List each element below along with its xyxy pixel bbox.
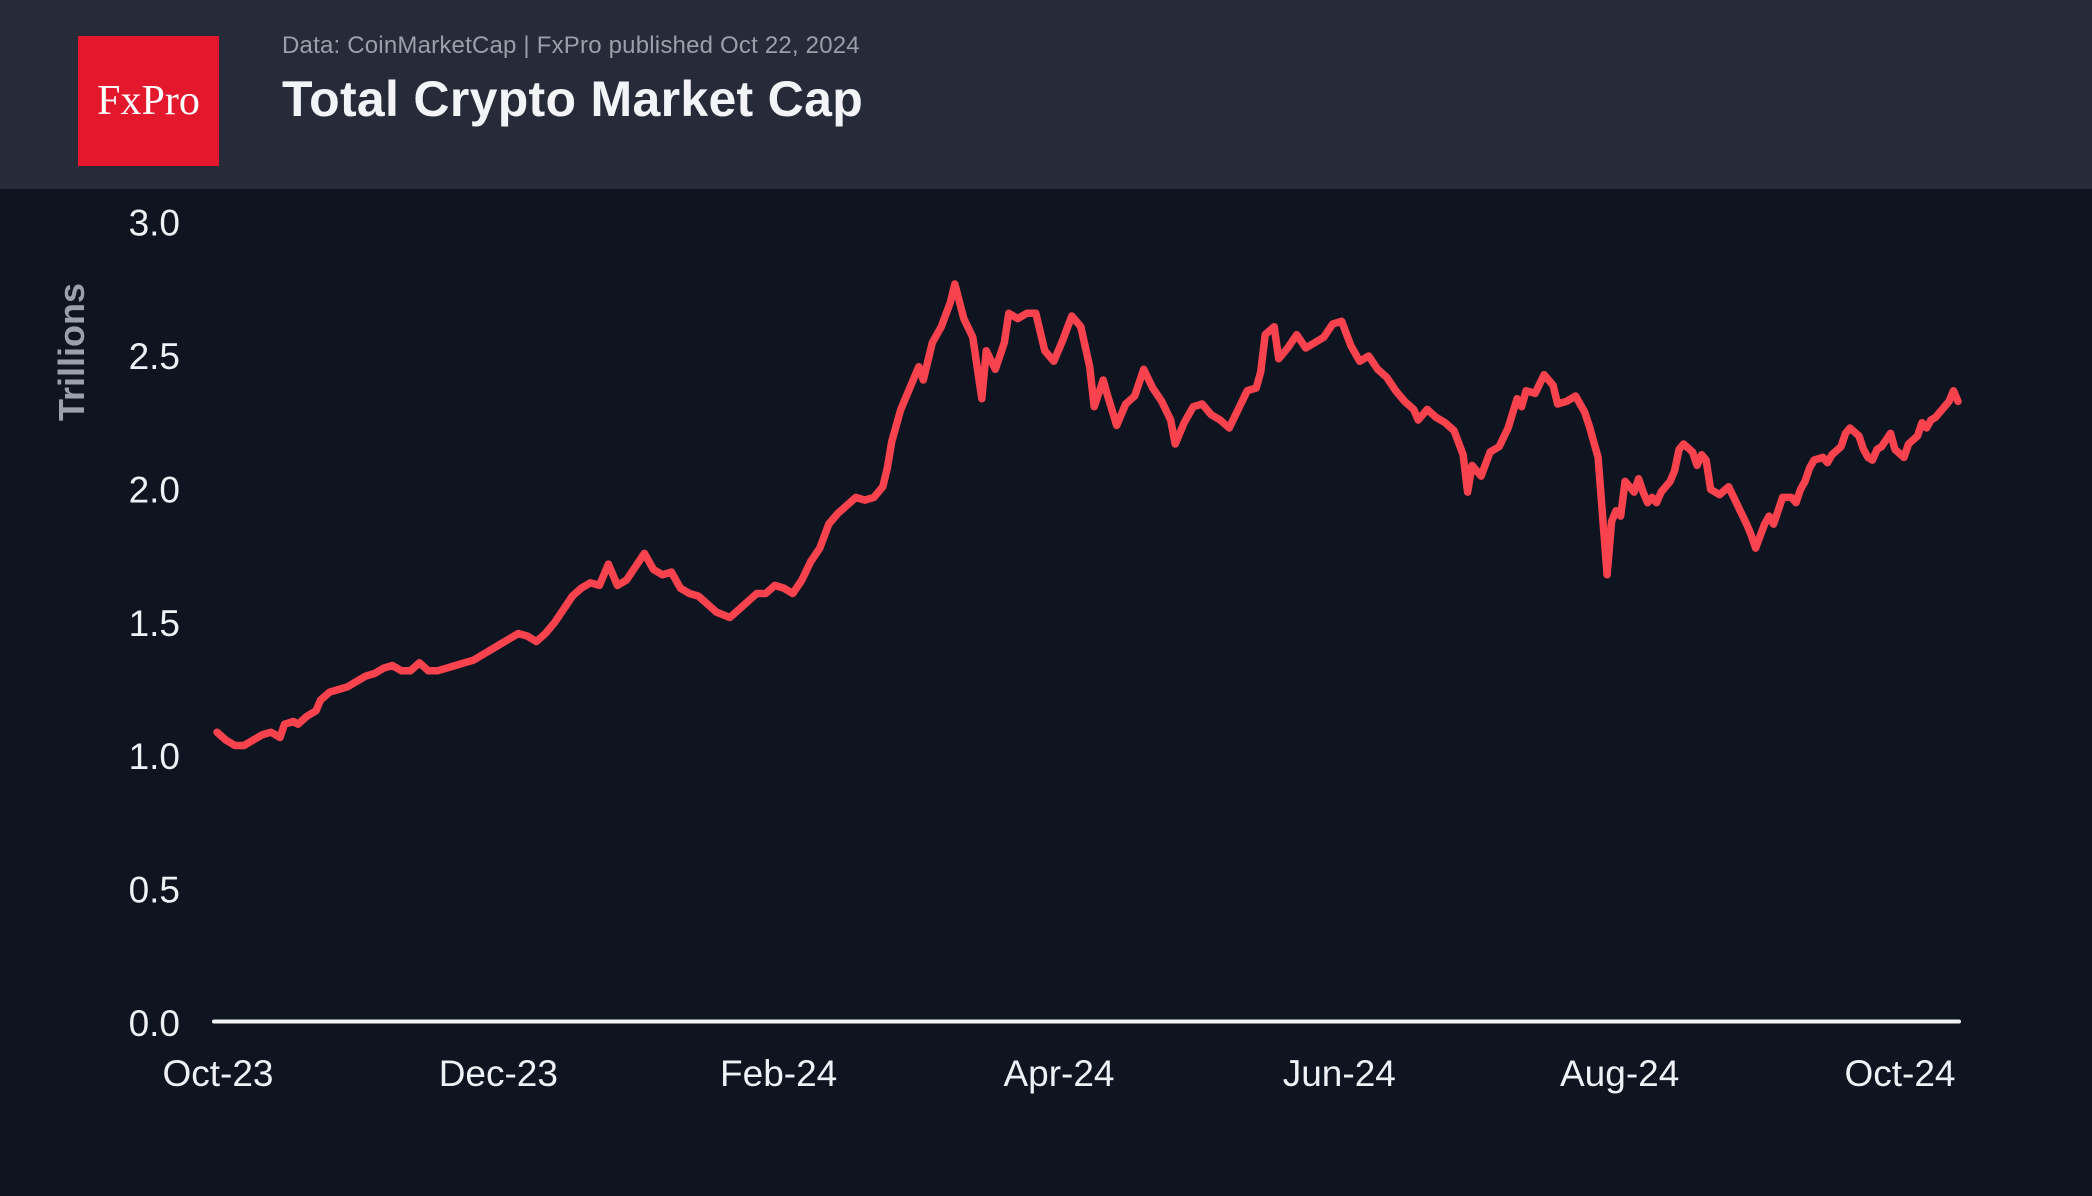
x-tick-label: Jun-24 (1283, 1053, 1396, 1094)
y-tick-label: 3.0 (129, 203, 180, 244)
y-tick-label: 0.0 (129, 1003, 180, 1044)
x-axis-tick-labels: Oct-23 Dec-23 Feb-24 Apr-24 Jun-24 Aug-24 Oct-… (162, 1053, 1955, 1094)
y-axis-tick-labels: 0.0 0.5 1.0 1.5 2.0 2.5 3.0 (129, 203, 180, 1044)
x-tick-label: Dec-23 (439, 1053, 558, 1094)
x-tick-label: Feb-24 (720, 1053, 837, 1094)
y-tick-label: 2.0 (129, 469, 180, 510)
y-tick-label: 1.0 (129, 736, 180, 777)
x-tick-label: Oct-23 (162, 1053, 273, 1094)
x-tick-label: Aug-24 (1560, 1053, 1679, 1094)
header: FxPro Data: CoinMarketCap | FxPro publis… (0, 0, 2092, 189)
y-tick-label: 1.5 (129, 603, 180, 644)
fxpro-logo-text: FxPro (97, 78, 200, 124)
x-tick-label: Apr-24 (1003, 1053, 1114, 1094)
page-title: Total Crypto Market Cap (282, 71, 864, 127)
y-axis-title: Trillions (51, 283, 92, 421)
source-line: Data: CoinMarketCap | FxPro published Oc… (282, 32, 860, 59)
x-tick-label: Oct-24 (1844, 1053, 1955, 1094)
y-tick-label: 0.5 (129, 870, 180, 911)
market-cap-series-line (213, 280, 1962, 750)
y-tick-label: 2.5 (129, 336, 180, 377)
header-titles: Data: CoinMarketCap | FxPro published Oc… (282, 32, 863, 128)
fxpro-logo: FxPro (78, 36, 219, 166)
